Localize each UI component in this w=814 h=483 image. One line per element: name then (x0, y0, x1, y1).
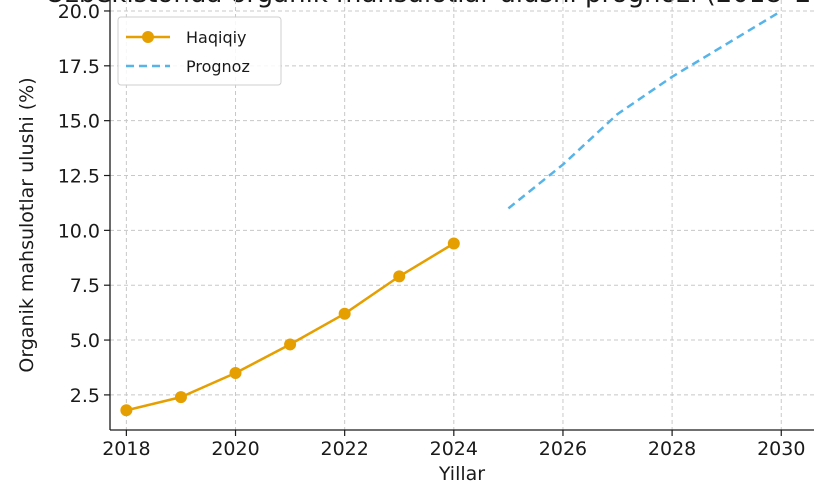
legend-label-haqiqiy: Haqiqiy (186, 28, 247, 47)
y-tick-label: 2.5 (70, 385, 100, 407)
legend-marker-haqiqiy (142, 31, 154, 43)
legend-box (117, 16, 282, 86)
tick-labels: 2018 2020 2022 2024 2026 2028 2030 2.5 5.0 7.5 10.… (58, 1, 806, 460)
grid (110, 0, 814, 430)
y-tick-label: 20.0 (58, 1, 100, 23)
x-tick-label: 2020 (211, 438, 259, 460)
axes (104, 0, 814, 436)
x-tick-label: 2022 (320, 438, 368, 460)
y-tick-label: 7.5 (70, 275, 100, 297)
x-tick-label: 2026 (539, 438, 587, 460)
y-tick-label: 10.0 (58, 220, 100, 242)
data-point-haqiqiy (393, 270, 406, 283)
series (120, 9, 782, 417)
x-axis-title: Yillar (438, 463, 485, 483)
y-tick-label: 12.5 (58, 166, 100, 188)
series-line-prognoz (507, 9, 782, 210)
y-tick-label: 15.0 (58, 111, 100, 133)
y-tick-label: 5.0 (70, 330, 100, 352)
data-point-haqiqiy (284, 338, 297, 351)
x-tick-label: 2024 (430, 438, 478, 460)
legend-label-prognoz: Prognoz (186, 57, 250, 76)
data-point-haqiqiy (174, 391, 187, 404)
series-line-haqiqiy (126, 242, 455, 412)
data-point-haqiqiy (447, 237, 460, 250)
legend: Haqiqiy Prognoz (117, 16, 282, 86)
data-point-haqiqiy (229, 366, 242, 379)
data-point-haqiqiy (120, 404, 133, 417)
y-axis-title: Organik mahsulotlar ulushi (%) (16, 77, 38, 372)
x-tick-label: 2030 (757, 438, 805, 460)
x-tick-label: 2018 (102, 438, 150, 460)
x-tick-label: 2028 (648, 438, 696, 460)
chart-title: Ozbekistonda organik mahsulotlar ulushi … (45, 0, 814, 9)
y-tick-label: 17.5 (58, 56, 100, 78)
data-point-haqiqiy (338, 307, 351, 320)
